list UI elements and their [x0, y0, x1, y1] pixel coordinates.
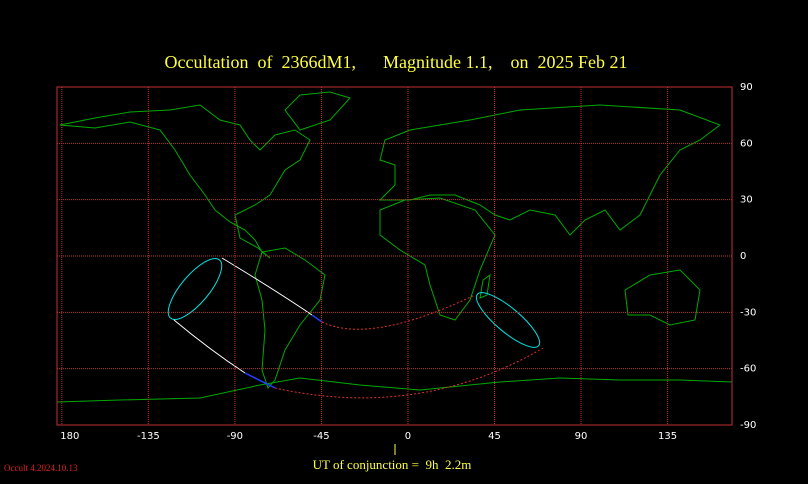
australia — [624, 269, 701, 326]
path-limit — [221, 257, 313, 316]
south-america — [254, 247, 326, 389]
north-america — [59, 104, 311, 259]
path-limit — [311, 314, 323, 323]
path-limit — [321, 294, 476, 330]
shadow-outline — [475, 292, 541, 348]
path-limit — [244, 372, 276, 389]
shadow-outline — [167, 258, 223, 320]
x-tick-label: 45 — [488, 431, 501, 442]
eurasia — [378, 104, 722, 236]
x-tick-label: 180 — [60, 431, 79, 442]
y-tick-label: -60 — [740, 364, 756, 375]
path-limit — [274, 347, 544, 399]
plot-frame — [56, 86, 733, 426]
y-tick-label: -30 — [740, 307, 756, 318]
y-tick-label: 60 — [740, 138, 753, 149]
title: Occultation of 2366dM1, Magnitude 1.1, o… — [165, 52, 628, 72]
version-label: Occult 4.2024.10.13 — [4, 463, 78, 473]
x-tick-label: 0 — [405, 431, 411, 442]
antarctica — [56, 377, 733, 403]
x-tick-label: 135 — [658, 431, 677, 442]
x-tick-label: 90 — [575, 431, 588, 442]
x-tick-label: -135 — [137, 431, 160, 442]
x-tick-label: -45 — [313, 431, 329, 442]
greenland — [284, 91, 351, 131]
y-tick-label: -90 — [740, 420, 756, 431]
y-tick-label: 90 — [740, 82, 753, 93]
conjunction-label: UT of conjunction = 9h 2.2m — [313, 457, 472, 472]
y-tick-label: 0 — [740, 251, 746, 262]
madagascar — [479, 273, 491, 299]
x-tick-label: -90 — [227, 431, 243, 442]
y-tick-label: 30 — [740, 195, 753, 206]
